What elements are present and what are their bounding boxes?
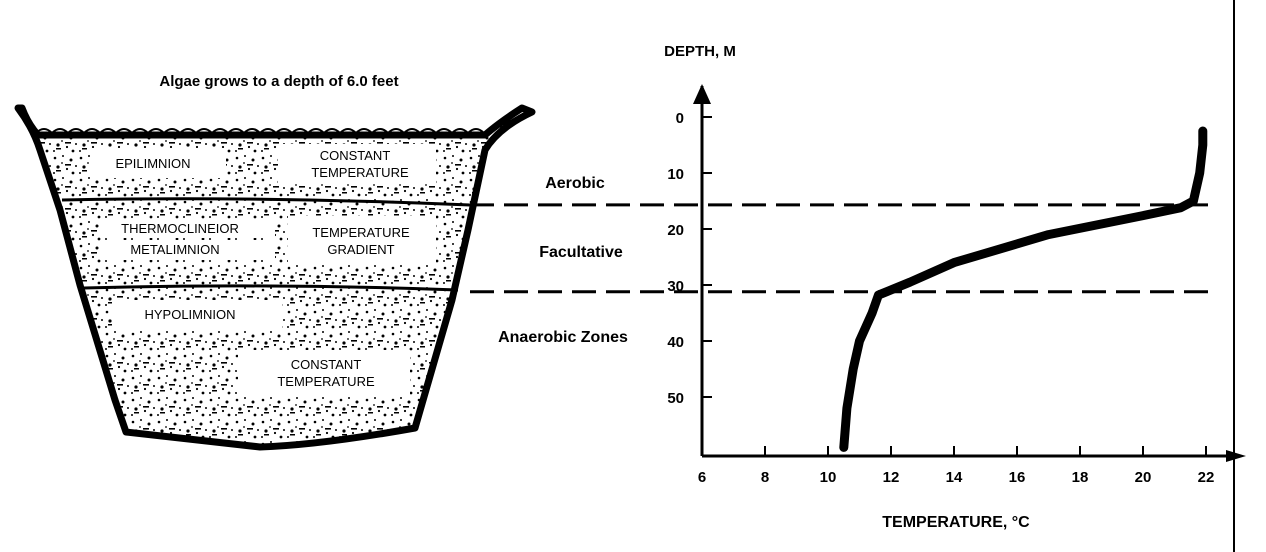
x-tick-label: 6 xyxy=(698,469,706,486)
x-tick-label: 14 xyxy=(946,469,963,486)
gradient-line2: GRADIENT xyxy=(327,242,394,257)
x-tick-label: 12 xyxy=(883,469,900,486)
y-tick-label: 50 xyxy=(667,390,684,407)
x-tick-label: 10 xyxy=(820,469,837,486)
y-tick-label: 30 xyxy=(667,278,684,295)
x-tick-label: 8 xyxy=(761,469,769,486)
x-tick-label: 22 xyxy=(1198,469,1215,486)
zone-aerobic-label: Aerobic xyxy=(545,175,605,192)
constant-temp-top-line2: TEMPERATURE xyxy=(311,165,409,180)
thermocline-label: THERMOCLINEIOR xyxy=(121,221,239,236)
lake-diagram: Algae grows to a depth of 6.0 feet EPILI… xyxy=(14,73,536,451)
metalimnion-box xyxy=(100,240,275,260)
constant-temp-bottom-line2: TEMPERATURE xyxy=(277,374,375,389)
algae-caption: Algae grows to a depth of 6.0 feet xyxy=(159,73,398,90)
constant-temp-top-box xyxy=(278,144,436,184)
temperature-depth-chart: DEPTH, M TEMPERATURE, °C 0 10 20 30 40 50 6 8 1… xyxy=(470,0,1246,552)
x-axis-arrow xyxy=(1226,450,1246,462)
constant-temp-bottom-line1: CONSTANT xyxy=(291,357,362,372)
x-axis-title: TEMPERATURE, °C xyxy=(882,514,1030,531)
thermocline-box xyxy=(100,219,275,238)
epilimnion-label: EPILIMNION xyxy=(115,156,190,171)
hypolimnion-label: HYPOLIMNION xyxy=(144,307,235,322)
zone-facultative-label: Facultative xyxy=(539,244,623,261)
hypolimnion-boundary xyxy=(83,284,459,292)
gradient-line1: TEMPERATURE xyxy=(312,225,410,240)
gradient-box xyxy=(288,216,436,264)
temperature-profile-line xyxy=(839,126,1208,452)
y-tick-label: 0 xyxy=(676,110,684,127)
y-tick-label: 10 xyxy=(667,166,684,183)
hypolimnion-box xyxy=(112,300,282,330)
metalimnion-label: METALIMNION xyxy=(130,242,219,257)
constant-temp-bottom-box xyxy=(238,350,410,396)
constant-temp-top-line1: CONSTANT xyxy=(320,148,391,163)
y-axis-arrow xyxy=(693,84,711,104)
y-tick-label: 40 xyxy=(667,334,684,351)
x-tick-label: 18 xyxy=(1072,469,1089,486)
x-tick-label: 16 xyxy=(1009,469,1026,486)
zone-anaerobic-label: Anaerobic Zones xyxy=(498,329,628,346)
y-axis-title: DEPTH, M xyxy=(664,43,736,60)
epilimnion-box xyxy=(90,148,226,178)
y-tick-label: 20 xyxy=(667,222,684,239)
epilimnion-boundary xyxy=(61,197,471,207)
water-surface-waves xyxy=(35,128,485,135)
x-tick-label: 20 xyxy=(1135,469,1152,486)
